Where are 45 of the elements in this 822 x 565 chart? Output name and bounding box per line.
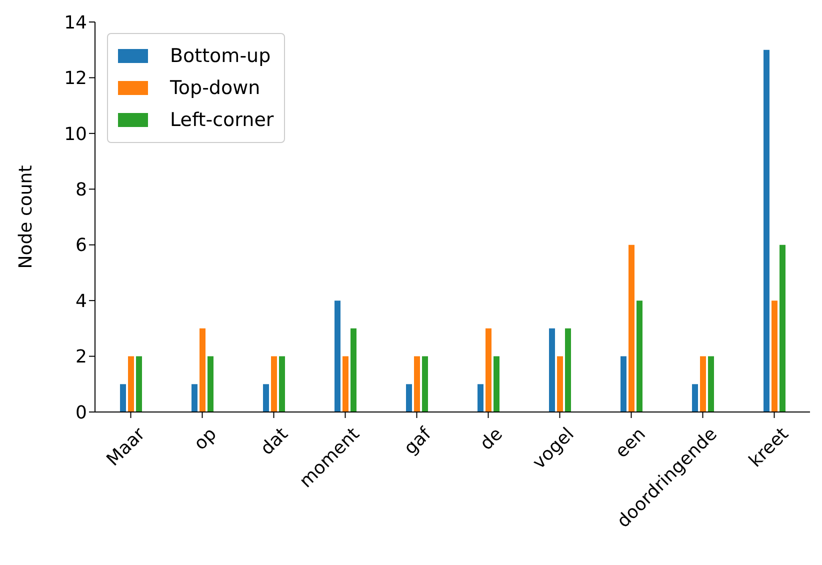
- bar: [494, 356, 500, 412]
- bar: [120, 384, 126, 412]
- bar: [334, 300, 340, 412]
- y-tick-label: 12: [64, 68, 87, 90]
- bar: [764, 50, 770, 412]
- bar: [422, 356, 428, 412]
- bar: [708, 356, 714, 412]
- bar: [549, 328, 555, 412]
- bar: [620, 356, 626, 412]
- bar: [350, 328, 356, 412]
- bar: [700, 356, 706, 412]
- y-tick-label: 4: [76, 290, 87, 312]
- x-tick-label: de: [476, 424, 507, 454]
- bar: [692, 384, 698, 412]
- legend-label: Bottom-up: [170, 45, 271, 67]
- bar: [557, 356, 563, 412]
- bar: [263, 384, 269, 412]
- y-tick-label: 8: [76, 180, 87, 201]
- bar: [486, 328, 492, 412]
- bar: [636, 300, 642, 412]
- legend-label: Top-down: [170, 77, 260, 99]
- bar: [279, 356, 285, 412]
- bar: [271, 356, 277, 412]
- bar: [128, 356, 134, 412]
- bar: [200, 328, 206, 412]
- y-tick-label: 6: [76, 235, 87, 256]
- bar: [772, 300, 778, 412]
- y-tick-label: 10: [64, 124, 87, 145]
- x-tick-label: dat: [256, 424, 292, 460]
- y-tick-label: 0: [76, 402, 87, 424]
- legend-label: Left-corner: [170, 109, 274, 131]
- y-tick-label: 2: [76, 346, 87, 368]
- bar: [192, 384, 198, 412]
- bar: [208, 356, 214, 412]
- x-tick-label: op: [190, 424, 221, 454]
- bar: [780, 244, 786, 412]
- bar: [565, 328, 571, 412]
- y-tick-label: 14: [64, 12, 87, 34]
- y-axis-title: Node count: [15, 165, 36, 269]
- bar: [136, 356, 142, 412]
- bar: [406, 384, 412, 412]
- bar: [342, 356, 348, 412]
- bar: [478, 384, 484, 412]
- bar: [414, 356, 420, 412]
- bar: [628, 244, 634, 412]
